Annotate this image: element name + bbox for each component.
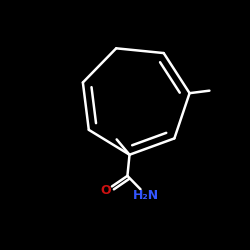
Text: O: O	[101, 184, 112, 197]
Text: H₂N: H₂N	[133, 188, 159, 202]
